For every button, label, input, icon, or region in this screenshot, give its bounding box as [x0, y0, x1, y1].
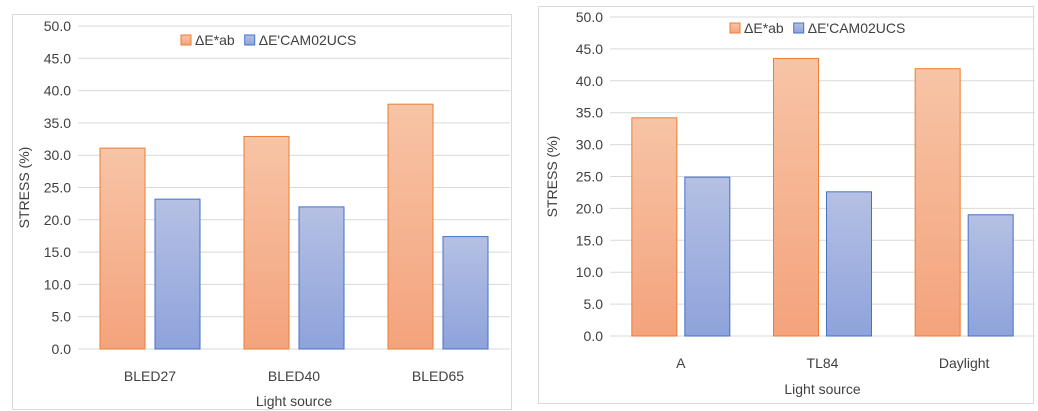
y-tick-label: 0.0 [584, 328, 604, 344]
legend-label-series-2: ΔE'CAM02UCS [259, 32, 357, 48]
legend-swatch-series-2 [244, 34, 256, 46]
x-category-label: TL84 [807, 355, 839, 371]
y-tick-label: 50.0 [44, 18, 71, 34]
y-tick-label: 25.0 [44, 180, 71, 196]
y-tick-label: 30.0 [44, 147, 71, 163]
legend-swatch-series-1 [729, 22, 741, 34]
bar-series-1-bled27 [99, 147, 146, 350]
x-category-label: BLED40 [268, 368, 320, 384]
y-axis-title: STRESS (%) [544, 136, 560, 218]
bar-series-1-tl84 [773, 57, 819, 337]
bar-chart-left: 0.0 5.0 10.0 15.0 20.0 25.0 30.0 35.0 40.0 45.0 50… [16, 18, 510, 409]
y-tick-label: 0.0 [52, 341, 72, 357]
bar-series-2-a [684, 176, 731, 337]
x-axis-title: Light source [256, 393, 332, 409]
bar-series-2-bled40 [298, 206, 345, 350]
bar-series-1-daylight [914, 68, 961, 337]
x-category-label: Daylight [939, 355, 990, 371]
y-tick-label: 45.0 [44, 50, 71, 66]
bar-series-2-bled27 [154, 198, 201, 350]
x-category-label: BLED27 [124, 368, 176, 384]
y-tick-label: 35.0 [576, 105, 603, 121]
y-tick-label: 35.0 [44, 115, 71, 131]
bar-series-1-bled65 [387, 103, 434, 350]
y-tick-label: 20.0 [44, 212, 71, 228]
bar-chart-right: 0.0 5.0 10.0 15.0 20.0 25.0 30.0 35.0 40.0 45.0 50… [544, 9, 1035, 397]
y-tick-label: 15.0 [576, 232, 603, 248]
y-tick-label: 40.0 [576, 73, 603, 89]
legend-label-series-1: ΔE*ab [744, 20, 784, 36]
y-tick-label: 30.0 [576, 137, 603, 153]
chart-panel-left: 0.0 5.0 10.0 15.0 20.0 25.0 30.0 35.0 40.0 45.0 50… [12, 14, 512, 410]
y-tick-label: 45.0 [576, 41, 603, 57]
legend-swatch-series-1 [180, 34, 192, 46]
x-category-label: A [676, 355, 686, 371]
bar-series-2-daylight [967, 214, 1014, 337]
bar-series-1-bled40 [243, 135, 290, 350]
bar-series-1-a [631, 117, 678, 337]
x-category-label: BLED65 [412, 368, 464, 384]
chart-panel-right: 0.0 5.0 10.0 15.0 20.0 25.0 30.0 35.0 40.0 45.0 50… [538, 6, 1035, 404]
x-axis-title: Light source [784, 381, 860, 397]
y-tick-label: 50.0 [576, 9, 603, 25]
y-tick-label: 20.0 [576, 200, 603, 216]
y-tick-label: 25.0 [576, 169, 603, 185]
y-tick-label: 15.0 [44, 244, 71, 260]
y-tick-label: 10.0 [576, 264, 603, 280]
legend-label-series-2: ΔE'CAM02UCS [808, 20, 906, 36]
y-tick-label: 40.0 [44, 83, 71, 99]
y-tick-label: 10.0 [44, 276, 71, 292]
bar-series-2-bled65 [442, 236, 489, 350]
legend-label-series-1: ΔE*ab [195, 32, 235, 48]
y-tick-label: 5.0 [52, 309, 72, 325]
bar-series-2-tl84 [826, 191, 872, 337]
y-tick-label: 5.0 [584, 296, 604, 312]
legend-swatch-series-2 [793, 22, 805, 34]
y-axis-title: STRESS (%) [16, 147, 32, 229]
